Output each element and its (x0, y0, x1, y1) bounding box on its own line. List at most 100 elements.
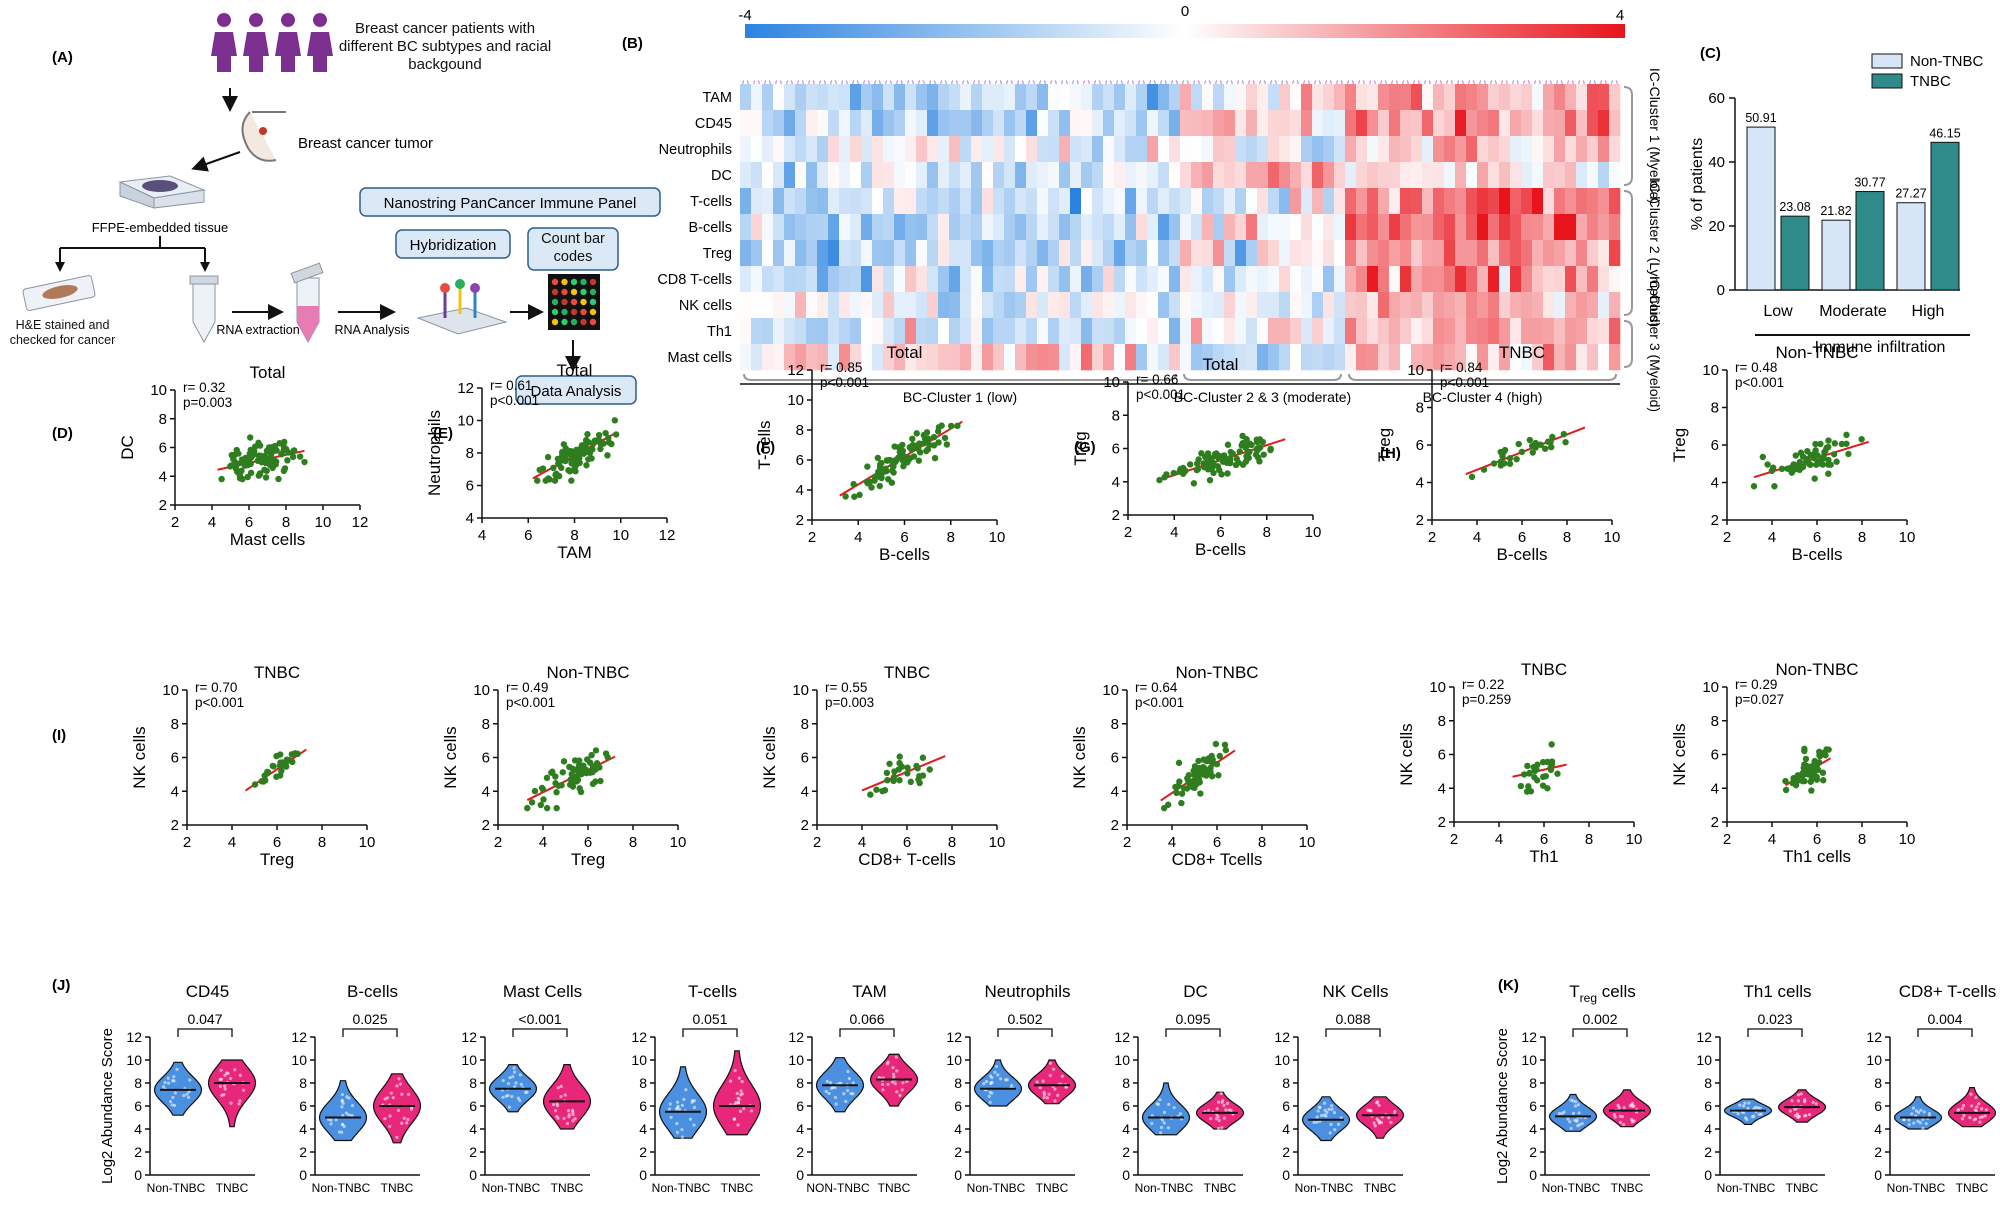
scatter-point (551, 477, 559, 484)
violin-point (238, 1099, 242, 1103)
heatmap-cell (861, 344, 873, 371)
violin-point (1573, 1118, 1577, 1122)
heatmap-cell (839, 266, 851, 293)
violin-point (327, 1117, 331, 1121)
x-axis-label: Treg (571, 850, 605, 869)
violin-title: Mast Cells (503, 982, 582, 1001)
heatmap-cell (1422, 162, 1434, 189)
violin-point (567, 1113, 571, 1117)
y-tick-label: 6 (299, 1098, 307, 1114)
heatmap-cell (1433, 110, 1445, 137)
violin-point (828, 1081, 833, 1085)
scatter-point (264, 769, 272, 776)
heatmap-cell (1411, 214, 1423, 241)
scatter-point (947, 422, 955, 430)
scatter-point (597, 440, 605, 448)
y-tick-label: 8 (1122, 1075, 1130, 1091)
heatmap-cell (916, 214, 928, 241)
group-label: Non-TNBC (482, 1181, 541, 1195)
heatmap-cell (1510, 344, 1522, 371)
heatmap-cell (927, 110, 939, 137)
barcode-dot (551, 318, 559, 326)
scatter-title: TNBC (884, 663, 930, 682)
heatmap-cell (1026, 266, 1038, 293)
scatter-point (595, 431, 603, 439)
heatmap-cell (1037, 188, 1049, 215)
heatmap-cell (1334, 318, 1346, 345)
violin-point (1042, 1092, 1046, 1097)
heatmap-cell (1499, 266, 1511, 293)
heatmap-cell (1455, 214, 1467, 241)
violin-point (1968, 1116, 1972, 1120)
scatter-point (1506, 460, 1514, 467)
scatter-point (943, 441, 951, 448)
scatter-point (553, 470, 560, 477)
heatmap-cell (1422, 214, 1434, 241)
y-tick-label: 10 (457, 413, 474, 430)
scatter-point (282, 759, 290, 766)
scatter-point (554, 455, 562, 463)
violin-point (1580, 1121, 1584, 1126)
scatter-point (227, 463, 234, 470)
y-tick-label: 12 (787, 362, 804, 379)
violin-point (1616, 1103, 1620, 1107)
violin-point (340, 1105, 344, 1109)
y-tick-label: 6 (1111, 750, 1119, 767)
significance-bracket (1747, 1028, 1803, 1037)
y-tick-label: 0 (469, 1167, 477, 1183)
violin-point (1758, 1106, 1762, 1110)
heatmap-cell (1004, 136, 1016, 163)
heatmap-cell (982, 318, 994, 345)
heatmap-cell (1400, 136, 1412, 163)
heatmap-cell (1389, 318, 1401, 345)
scatter-point (1782, 777, 1789, 785)
heatmap-cell (1312, 318, 1324, 345)
violin-point (1156, 1102, 1161, 1106)
scatter-point (1548, 758, 1556, 765)
heatmap-cell (773, 318, 785, 345)
violin-point (833, 1095, 838, 1100)
violin-title-subscript: reg (1580, 991, 1597, 1005)
non-tnbc-violin (153, 1061, 203, 1116)
heatmap-cell (773, 266, 785, 293)
heatmap-cell (960, 84, 972, 111)
heatmap-cell (1158, 318, 1170, 345)
non-tnbc-violin (1723, 1098, 1773, 1126)
y-tick-label: 2 (159, 497, 167, 514)
y-tick-label: 4 (796, 482, 804, 499)
heatmap-cell (1180, 110, 1192, 137)
heatmap-cell (839, 292, 851, 319)
heatmap-cell (1466, 214, 1478, 241)
scatter-point (1238, 442, 1245, 449)
scatter-point (218, 475, 225, 483)
heatmap-cell (1136, 84, 1148, 111)
heatmap-cell (1499, 292, 1511, 319)
scatter-title: Non-TNBC (546, 663, 629, 682)
scatter-point (1825, 461, 1832, 468)
y-tick-label: 8 (1282, 1075, 1290, 1091)
heatmap-cell (1565, 162, 1577, 189)
heatmap-cell (1004, 188, 1016, 215)
heatmap-cell (1576, 84, 1588, 111)
heatmap-cell (938, 344, 950, 371)
heatmap-cell (861, 136, 873, 163)
violin-point (562, 1116, 566, 1121)
heatmap-cell (993, 84, 1005, 111)
y-tick-label: 2 (482, 817, 490, 834)
heatmap-cell (806, 110, 818, 137)
y-tick-label: 4 (796, 1121, 804, 1137)
heatmap-cell (795, 344, 807, 371)
scatter-point (586, 769, 594, 776)
heatmap-cell (1455, 240, 1467, 267)
violin-point (1222, 1116, 1226, 1120)
scatter-point (888, 479, 896, 486)
heatmap-cell (1334, 240, 1346, 267)
violin-point (385, 1096, 390, 1100)
heatmap-cell (1400, 214, 1412, 241)
y-tick-label: 60 (1708, 90, 1725, 107)
heatmap-cell (894, 136, 906, 163)
heatmap-cell (1224, 214, 1236, 241)
violin-point (388, 1114, 392, 1118)
heatmap-cell (1466, 136, 1478, 163)
